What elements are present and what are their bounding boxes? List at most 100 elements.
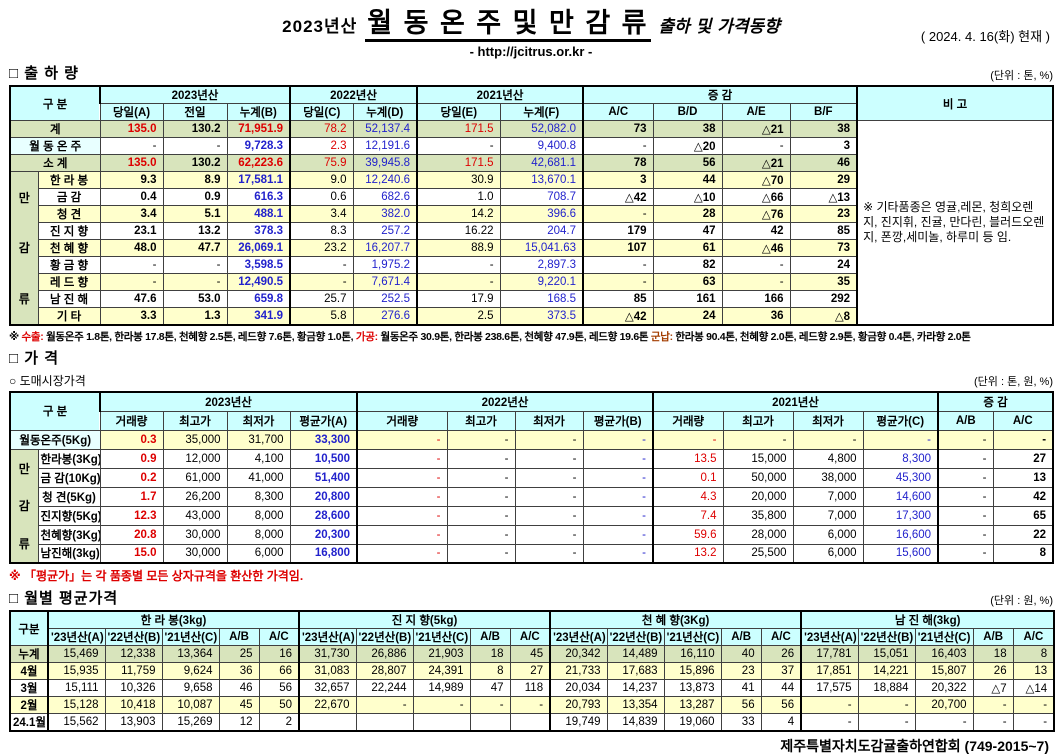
row-label-geumgam: 금 감(10Kg) (37, 467, 101, 488)
cell-bf: △8 (789, 307, 858, 326)
site-url[interactable]: - http://jcitrus.or.kr - (469, 44, 593, 59)
monthly-section-header: □ 월별 평균가격 (단위 : 원, %) (9, 587, 1053, 608)
row-label-jinjihyang: 진 지 향 (37, 222, 101, 240)
cell-prev-day: 5.1 (162, 205, 228, 223)
column-group-header: 2021년산 (652, 391, 939, 412)
cell-y23: 15,111 (47, 679, 106, 697)
footnote-segment: 월동온주 30.9톤, 한라봉 238.6톤, 천혜향 47.9톤, 레드향 1… (377, 331, 651, 343)
cell-y23: - (800, 696, 859, 714)
cell-y23: 21,733 (549, 662, 608, 680)
cell-day-e: 16.22 (416, 222, 501, 240)
cell-day-a: 48.0 (99, 239, 164, 257)
column-group-header: 한 라 봉(3kg) (46, 610, 300, 629)
cell-ab: 12 (218, 713, 260, 732)
cell-cum-f: 9,400.8 (499, 137, 584, 155)
cell-day-a: - (99, 273, 164, 291)
cell-bd: 63 (652, 273, 723, 291)
cell-prev-day: 1.3 (162, 307, 228, 326)
cell-low-23: 4,100 (226, 448, 291, 469)
cell-high-22: - (446, 524, 516, 545)
cell-avg-a: 33,300 (289, 429, 358, 450)
cell-y23: 31,083 (298, 662, 357, 680)
cell-cum-f: 204.7 (499, 222, 584, 240)
cell-bf: 24 (789, 256, 858, 274)
cell-ac: - (582, 256, 654, 274)
cell-prev-day: 8.9 (162, 171, 228, 189)
cell-low-21: - (792, 429, 864, 450)
cell-ab: 25 (218, 645, 260, 663)
column-subheader: 누계(B) (226, 103, 291, 121)
cell-avg-c: - (862, 429, 939, 450)
column-header-gubun: 구분 (9, 610, 49, 646)
row-label-hwanggeumhyang: 황 금 향 (37, 256, 101, 274)
cell-y21: 15,896 (663, 662, 722, 680)
cell-low-21: 38,000 (792, 467, 864, 488)
shipment-row-geumgam: 금 감 0.4 0.9 616.3 0.6 682.6 1.0 708.7 △42 △10 △66 △… (10, 188, 1054, 206)
cell-y22: 14,489 (606, 645, 665, 663)
header-row-subs: '23년산(A) '22년산(B) '21년산(C) A/B A/C '23년산(A) '2… (10, 628, 1055, 646)
column-subheader: A/C (1012, 628, 1055, 646)
column-subheader: '22년산(B) (104, 628, 163, 646)
cell-y22: 14,221 (857, 662, 916, 680)
cell-ac: - (1012, 696, 1055, 714)
cell-prev-day: 0.9 (162, 188, 228, 206)
cell-ac: 107 (582, 239, 654, 257)
page-title: 월 동 온 주 및 만 감 류 (365, 8, 651, 42)
cell-cum-b: 26,069.1 (226, 239, 291, 257)
column-group-header: 천 혜 향(3Kg) (549, 610, 802, 629)
price-row-jinjihyang: 진지향(5Kg) 12.3 43,000 8,000 28,600- - - -7.4 35,8… (10, 505, 1054, 526)
cell-bf: 35 (789, 273, 858, 291)
cell-ab: - (937, 505, 994, 526)
cell-high-22: - (446, 467, 516, 488)
row-label-cheonhyehyang: 천 혜 향 (37, 239, 101, 257)
footnote-segment: 한라봉 90.4톤, 천혜향 2.0톤, 레드향 2.9톤, 황금향 0.4톤,… (672, 331, 971, 343)
cell-day-c: 9.0 (289, 171, 354, 189)
cell-high-21: 25,500 (722, 543, 794, 564)
cell-prev-day: 47.7 (162, 239, 228, 257)
cell-day-c: 3.4 (289, 205, 354, 223)
cell-y23: 22,670 (298, 696, 357, 714)
column-subheader: 누계(F) (499, 103, 584, 121)
cell-cum-f: 396.6 (499, 205, 584, 223)
column-subheader: '22년산(B) (857, 628, 916, 646)
cell-cum-b: 3,598.5 (226, 256, 291, 274)
cell-ac: 50 (258, 696, 300, 714)
cell-low-22: - (514, 505, 584, 526)
column-subheader: 최저가 (514, 410, 584, 431)
column-subheader: '21년산(C) (663, 628, 722, 646)
cell-y23: 20,034 (549, 679, 608, 697)
row-label-total: 계 (9, 120, 101, 138)
cell-day-e: - (416, 256, 501, 274)
cell-cum-d: 12,191.6 (352, 137, 418, 155)
cell-ac: 65 (992, 505, 1054, 526)
cell-avg-b: - (582, 486, 654, 507)
row-label-jan24: 24.1월 (9, 713, 49, 732)
cell-vol-23: 0.2 (99, 467, 164, 488)
cell-avg-b: - (582, 429, 654, 450)
cell-y21: 16,403 (914, 645, 974, 663)
shipment-section-header: □ 출 하 량 (단위 : 톤, %) (9, 62, 1053, 83)
cell-y21: 16,110 (663, 645, 722, 663)
column-subheader: 최저가 (226, 410, 291, 431)
cell-avg-b: - (582, 505, 654, 526)
footnote-segment: 월동온주 1.8톤, 한라봉 17.8톤, 천혜향 2.5톤, 레드향 7.6톤… (43, 331, 356, 343)
cell-vol-22: - (356, 524, 448, 545)
cell-day-a: 47.6 (99, 290, 164, 308)
cell-high-22: - (446, 429, 516, 450)
cell-ab: 26 (972, 662, 1014, 680)
cell-y21: 20,322 (914, 679, 974, 697)
shipment-row-cheonhyehyang: 천 혜 향 48.0 47.7 26,069.1 23.2 16,207.7 88.9 15,… (10, 239, 1054, 257)
cell-day-a: 0.4 (99, 188, 164, 206)
cell-high-23: 26,200 (162, 486, 228, 507)
cell-avg-b: - (582, 448, 654, 469)
cell-day-a: 3.4 (99, 205, 164, 223)
cell-y22: 10,418 (104, 696, 163, 714)
cell-ab: 46 (218, 679, 260, 697)
cell-vol-23: 1.7 (99, 486, 164, 507)
header-row-subs: 당일(A) 전일 누계(B) 당일(C) 누계(D) 당일(E) 누계(F) A/C B/D A/… (10, 103, 1053, 121)
cell-avg-a: 10,500 (289, 448, 358, 469)
cell-day-c: 0.6 (289, 188, 354, 206)
cell-cum-f: 42,681.1 (499, 154, 584, 172)
cell-ae: △21 (721, 120, 791, 138)
